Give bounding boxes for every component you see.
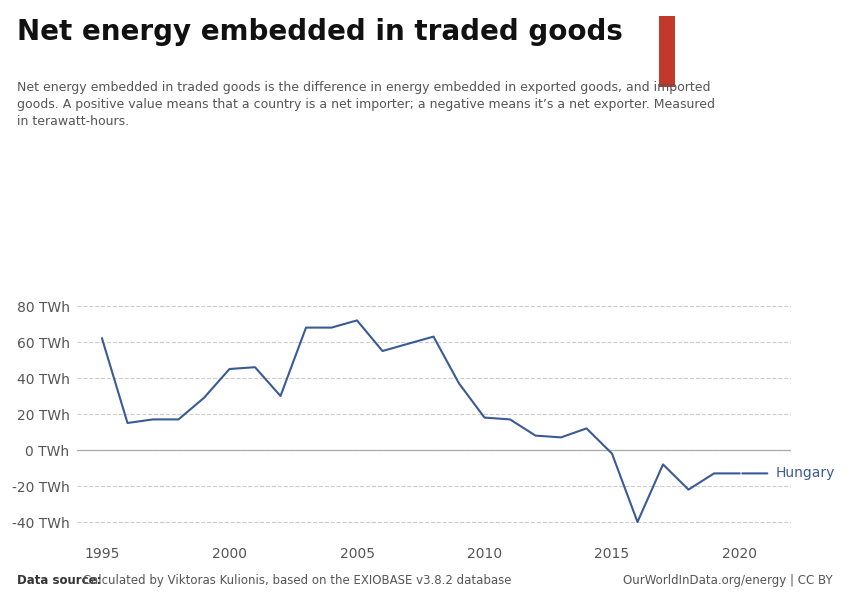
Bar: [659, 16, 675, 87]
Text: Our World: Our World: [720, 32, 787, 46]
Text: OurWorldInData.org/energy | CC BY: OurWorldInData.org/energy | CC BY: [623, 574, 833, 587]
Text: Net energy embedded in traded goods is the difference in energy embedded in expo: Net energy embedded in traded goods is t…: [17, 81, 715, 128]
Text: Calculated by Viktoras Kulionis, based on the EXIOBASE v3.8.2 database: Calculated by Viktoras Kulionis, based o…: [79, 574, 512, 587]
Text: Net energy embedded in traded goods: Net energy embedded in traded goods: [17, 18, 623, 46]
Text: Hungary: Hungary: [775, 466, 835, 481]
Text: Data source:: Data source:: [17, 574, 101, 587]
Text: in Data: in Data: [729, 61, 777, 74]
